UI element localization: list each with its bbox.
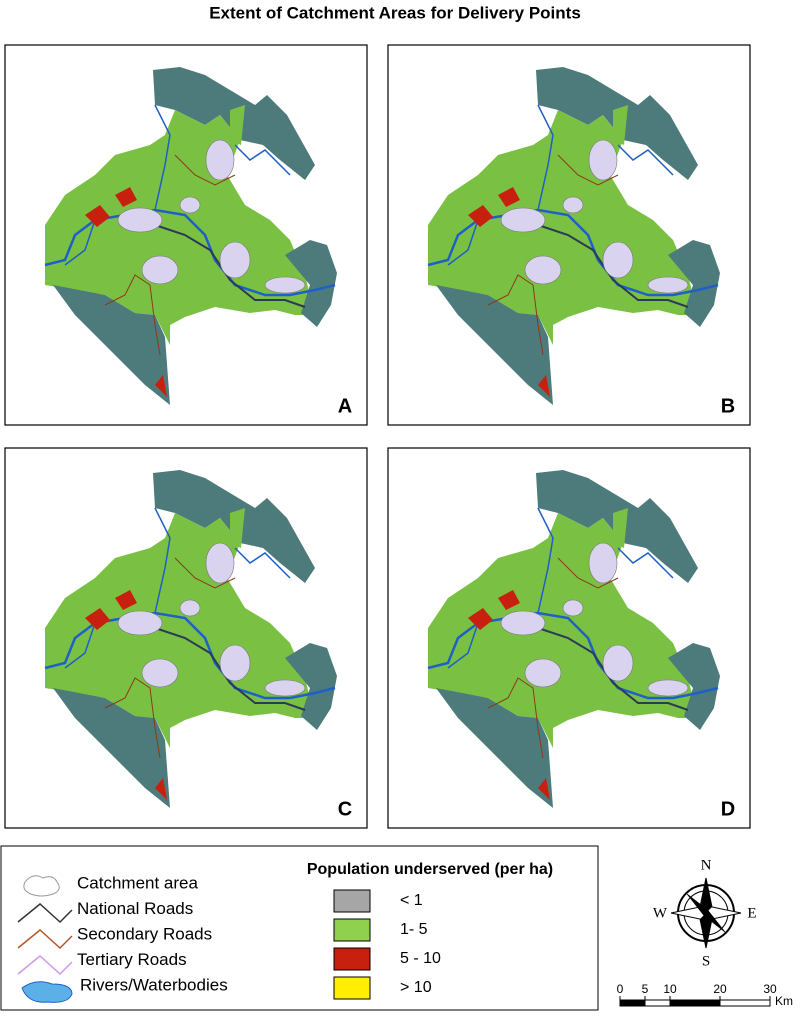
scale-segment <box>644 999 671 1007</box>
scale-segment <box>619 999 646 1007</box>
title: Extent of Catchment Areas for Delivery P… <box>209 3 581 22</box>
compass-e: E <box>747 905 756 921</box>
class-label: 1- 5 <box>400 921 428 938</box>
panel-label: A <box>338 395 352 417</box>
scale-unit: Km <box>775 994 793 1008</box>
compass-w: W <box>653 905 668 921</box>
class-swatch <box>333 918 371 942</box>
legend <box>0 845 599 1011</box>
compass-n: N <box>701 857 712 873</box>
scale-segment <box>669 999 721 1007</box>
population-title: Population underserved (per ha) <box>307 861 553 878</box>
tertiary-road-symbol <box>17 955 73 976</box>
legend-label: Catchment area <box>77 873 198 892</box>
scale-tick-label: 5 <box>642 982 649 996</box>
river-symbol <box>21 981 73 1003</box>
legend-items: Catchment area National Roads Secondary Ro… <box>77 873 228 994</box>
legend-label: Rivers/Waterbodies <box>80 975 228 994</box>
scale-tick-label: 10 <box>663 982 677 996</box>
legend-label: Tertiary Roads <box>77 950 187 969</box>
population-classes: Population underserved (per ha) < 1 1- 5 5… <box>307 861 553 1000</box>
panel-label: C <box>338 798 352 820</box>
class-swatch <box>333 889 371 913</box>
scale-tick-label: 0 <box>617 982 624 996</box>
national-road-symbol <box>17 903 73 924</box>
scale-tick-label: 30 <box>763 982 777 996</box>
legend-label: Secondary Roads <box>77 924 212 943</box>
catchment-symbol <box>23 875 60 897</box>
class-swatch <box>333 976 371 1000</box>
panel-label: D <box>721 798 735 820</box>
compass-star <box>685 892 727 934</box>
class-label: 5 - 10 <box>400 950 441 967</box>
scale-segment <box>719 999 771 1007</box>
legend-label: National Roads <box>77 899 193 918</box>
scale-tick-label: 20 <box>713 982 727 996</box>
compass-s: S <box>702 953 710 969</box>
class-label: < 1 <box>400 892 423 909</box>
secondary-road-symbol <box>17 929 73 950</box>
panels: A B C D <box>4 44 751 829</box>
class-swatch <box>333 947 371 971</box>
panel-label: B <box>721 395 735 417</box>
compass: N E S W <box>653 857 757 969</box>
legend-box <box>0 845 599 1011</box>
class-label: > 10 <box>400 979 432 996</box>
